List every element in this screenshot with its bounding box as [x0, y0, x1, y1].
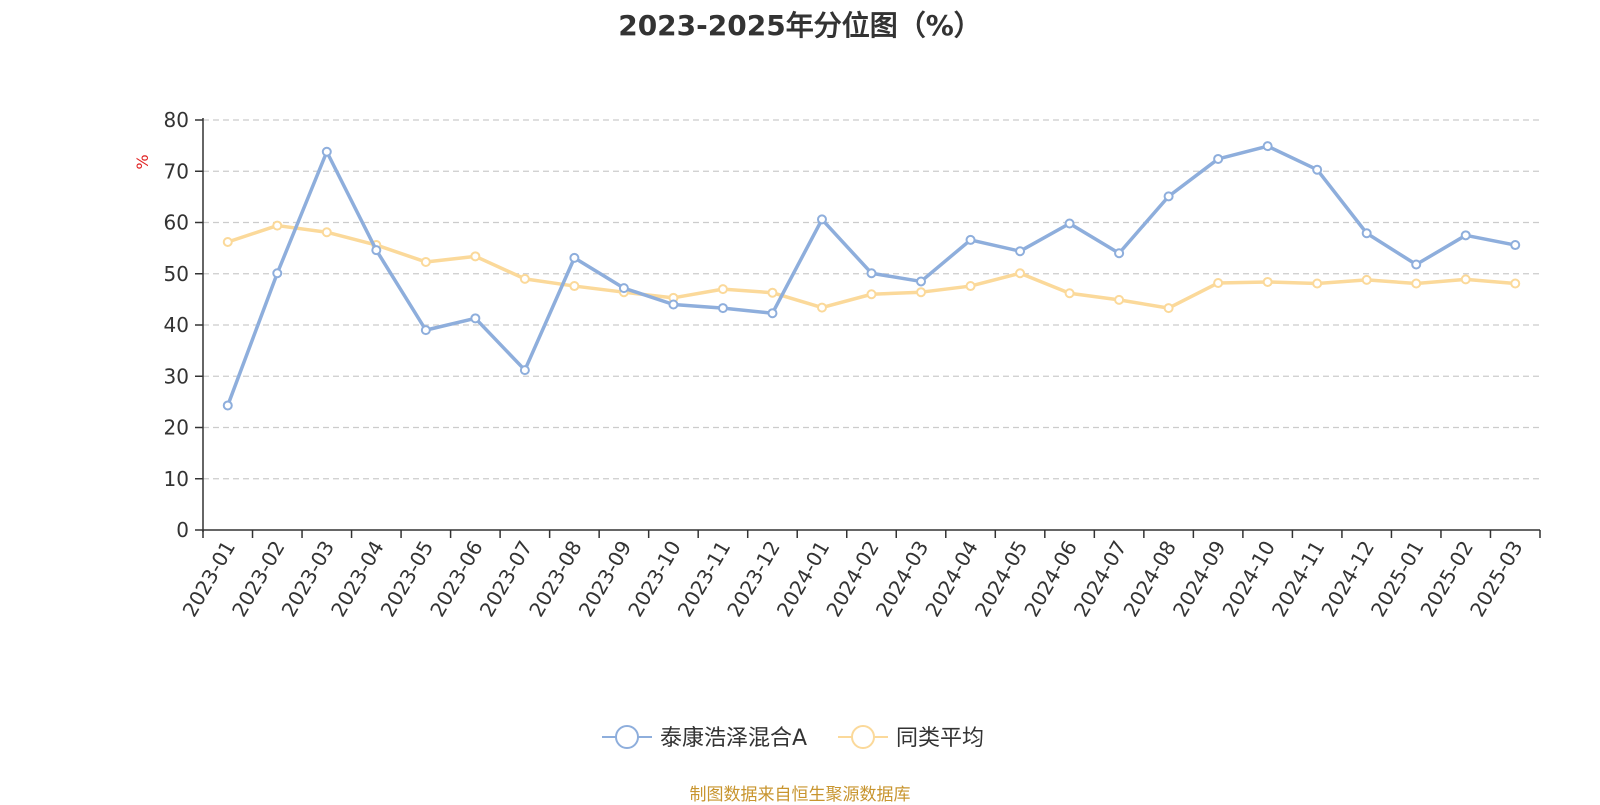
data-point — [1361, 228, 1372, 239]
data-point — [222, 400, 233, 411]
y-tick-label: 60 — [164, 211, 189, 235]
data-point — [1262, 276, 1273, 287]
data-point — [1411, 259, 1422, 270]
legend-marker — [615, 725, 639, 749]
y-tick-label: 50 — [164, 262, 189, 286]
data-point — [1312, 278, 1323, 289]
data-point — [1411, 278, 1422, 289]
data-point — [916, 287, 927, 298]
data-point — [618, 283, 629, 294]
legend-marker — [851, 725, 875, 749]
data-point — [1262, 141, 1273, 152]
y-tick-label: 20 — [164, 416, 189, 440]
data-point — [1312, 164, 1323, 175]
data-point — [816, 302, 827, 313]
y-tick-label: 0 — [176, 518, 189, 542]
data-point — [1163, 191, 1174, 202]
data-point — [420, 256, 431, 267]
data-point — [1213, 277, 1224, 288]
data-point — [519, 365, 530, 376]
data-point — [321, 146, 332, 157]
y-tick-label: 70 — [164, 159, 189, 183]
data-point — [1510, 278, 1521, 289]
data-point — [1015, 268, 1026, 279]
data-point — [866, 289, 877, 300]
data-point — [569, 281, 580, 292]
data-point — [1064, 218, 1075, 229]
data-point — [717, 284, 728, 295]
data-point — [916, 276, 927, 287]
data-point — [866, 268, 877, 279]
data-point — [420, 325, 431, 336]
data-point — [965, 281, 976, 292]
data-point — [1213, 153, 1224, 164]
data-point — [1114, 248, 1125, 259]
data-point — [1015, 246, 1026, 257]
data-point — [1510, 240, 1521, 251]
data-point — [965, 234, 976, 245]
data-point — [1460, 230, 1471, 241]
y-tick-label: 40 — [164, 313, 189, 337]
data-source-note: 制图数据来自恒生聚源数据库 — [689, 785, 911, 805]
data-point — [222, 236, 233, 247]
legend-label: 同类平均 — [896, 726, 984, 751]
data-point — [668, 299, 679, 310]
data-point — [470, 313, 481, 324]
y-tick-label: 10 — [164, 467, 189, 491]
data-point — [717, 303, 728, 314]
data-point — [569, 252, 580, 263]
data-point — [767, 287, 778, 298]
data-point — [321, 227, 332, 238]
data-point — [1361, 274, 1372, 285]
chart-title: 2023-2025年分位图（%） — [618, 9, 982, 42]
data-point — [272, 220, 283, 231]
legend-label: 泰康浩泽混合A — [660, 726, 807, 751]
data-point — [1460, 274, 1471, 285]
data-point — [470, 251, 481, 262]
y-tick-label: 30 — [164, 364, 189, 388]
y-tick-label: 80 — [164, 108, 189, 132]
y-axis-unit-label: % — [133, 154, 152, 169]
data-point — [371, 245, 382, 256]
data-point — [767, 308, 778, 319]
data-point — [519, 273, 530, 284]
data-point — [1064, 288, 1075, 299]
data-point — [1163, 303, 1174, 314]
data-point — [272, 268, 283, 279]
data-point — [1114, 294, 1125, 305]
data-point — [816, 214, 827, 225]
